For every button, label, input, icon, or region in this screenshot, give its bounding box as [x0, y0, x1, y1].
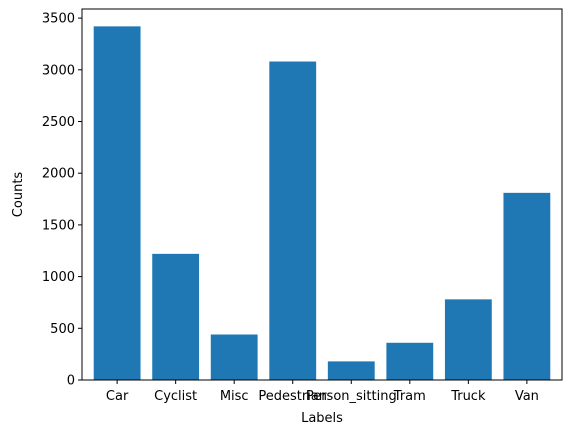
x-tick-label-misc: Misc — [220, 389, 249, 404]
x-axis-label: Labels — [301, 411, 343, 426]
y-tick-label-2500: 2500 — [42, 115, 75, 130]
bar-pedestrian — [269, 61, 317, 380]
y-tick-label-1500: 1500 — [42, 218, 75, 233]
x-tick-label-car: Car — [106, 389, 129, 404]
y-tick-label-1000: 1000 — [42, 270, 75, 285]
bars-group — [93, 26, 551, 381]
bar-tram — [386, 342, 434, 380]
y-tick-label-500: 500 — [50, 322, 75, 337]
x-tick-label-person-sitting: Person_sitting — [306, 389, 397, 404]
y-tick-label-3000: 3000 — [42, 63, 75, 78]
x-tick-label-cyclist: Cyclist — [154, 389, 197, 404]
y-tick-label-3500: 3500 — [42, 12, 75, 27]
x-axis-ticks: Car Cyclist Misc PedestrianPerson_sittingTr… — [106, 380, 539, 404]
x-tick-label-tram: Tram — [393, 389, 426, 404]
x-tick-label-van: Van — [515, 389, 539, 404]
y-tick-label-0: 0 — [67, 374, 75, 389]
bar-misc — [210, 334, 258, 380]
bar-van — [503, 192, 551, 380]
y-axis-label: Counts — [11, 172, 26, 218]
y-tick-label-2000: 2000 — [42, 167, 75, 182]
bar-truck — [444, 299, 492, 380]
x-tick-label-truck: Truck — [450, 389, 486, 404]
y-axis-ticks: 0 500 1000 1500 2000 2500 3000 3500 — [42, 12, 82, 389]
bar-car — [93, 26, 141, 381]
x-tick-label-pedestrian: Pedestrian — [258, 389, 327, 404]
bar-cyclist — [152, 253, 200, 380]
bar-person-sitting — [327, 361, 375, 380]
plot-frame — [81, 8, 563, 381]
